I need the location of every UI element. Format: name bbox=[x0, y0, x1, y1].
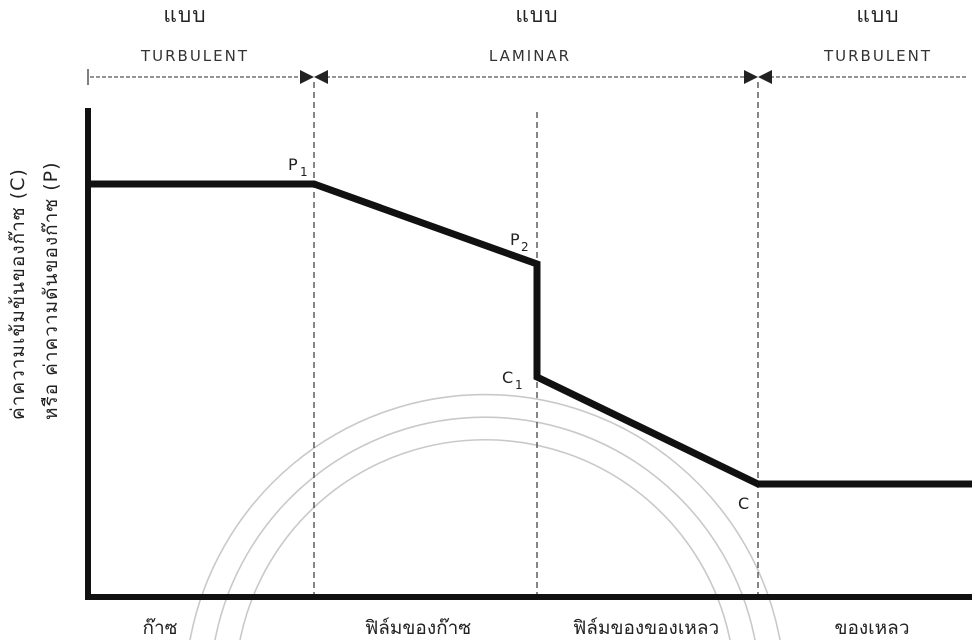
svg-text:1: 1 bbox=[515, 378, 523, 392]
point-p2-label: P 2 bbox=[510, 230, 529, 254]
svg-text:C: C bbox=[738, 494, 749, 513]
point-c1-label: C 1 bbox=[502, 368, 523, 392]
concentration-profile-line bbox=[88, 180, 972, 488]
axes bbox=[85, 108, 972, 600]
region-right-label: แบบ bbox=[856, 3, 899, 27]
svg-text:P: P bbox=[288, 155, 298, 174]
y-axis-label-line1: ค่าความเข้มข้นของก๊าซ (C) bbox=[7, 168, 29, 420]
point-c-label: C bbox=[738, 494, 749, 513]
region-span-line bbox=[87, 69, 966, 85]
svg-text:P: P bbox=[510, 230, 520, 249]
svg-text:1: 1 bbox=[300, 165, 308, 179]
region-middle-flow: LAMINAR bbox=[489, 47, 571, 65]
zone-liquid-film-label: ฟิล์มของของเหลว bbox=[573, 617, 719, 639]
point-p1-label: P 1 bbox=[288, 155, 308, 179]
y-axis-label-line2: หรือ ค่าความดันของก๊าซ (P) bbox=[40, 161, 62, 420]
zone-liquid-label: ของเหลว bbox=[834, 617, 909, 639]
region-right-flow: TURBULENT bbox=[823, 47, 932, 65]
svg-text:C: C bbox=[502, 368, 513, 387]
zone-gas-film-label: ฟิล์มของก๊าซ bbox=[365, 617, 471, 639]
region-left-flow: TURBULENT bbox=[140, 47, 249, 65]
region-middle-label: แบบ bbox=[515, 3, 558, 27]
region-left-label: แบบ bbox=[163, 3, 206, 27]
svg-text:2: 2 bbox=[521, 240, 529, 254]
watermark bbox=[189, 393, 781, 640]
zone-gas-label: ก๊าซ bbox=[142, 617, 177, 639]
